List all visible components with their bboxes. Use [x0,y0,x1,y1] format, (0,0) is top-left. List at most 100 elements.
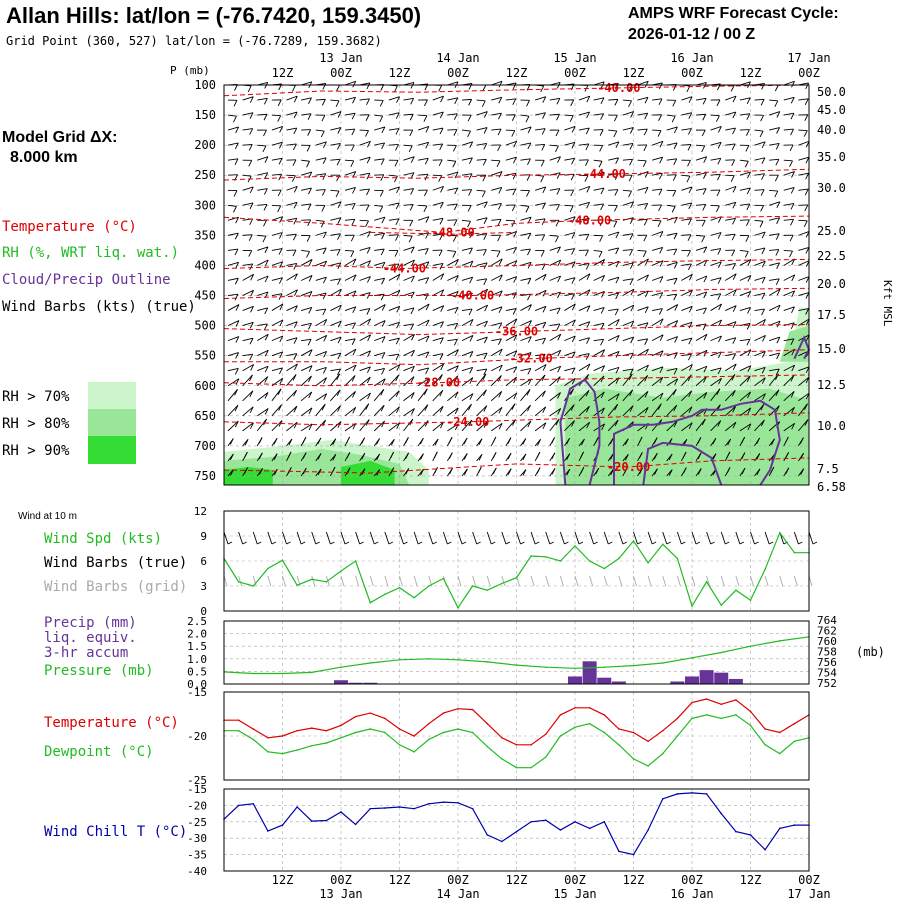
wind-barb [608,189,618,191]
wind-barb-flag [424,404,429,411]
wind-barb-flag [644,97,649,104]
wind-barb-flag [317,453,322,460]
wind-barb-flag [745,145,750,152]
wind-barb-flag [614,308,619,316]
wind-barb [535,337,546,342]
wind-barb [564,141,576,146]
wind-barb-flag [557,259,562,267]
surface-wind-barb [764,531,770,545]
wind-barb [783,338,795,342]
wind-barb-flag [628,175,633,182]
wind-barb-flag [688,218,692,226]
wind-barb-flag [526,174,531,181]
wind-barb-flag [784,436,789,444]
dewpoint-label: Dewpoint (°C) [44,744,154,760]
kft-axis-label: Kft MSL [881,280,894,327]
precip-bar [597,677,612,684]
wind-barb [388,112,400,116]
wind-barb-flag [804,188,809,196]
wind-barb-flag [717,232,722,239]
wind-barb-flag [293,321,298,328]
wind-barb-flag [394,250,399,257]
wind-barb [681,305,693,311]
wind-barb-flag [498,322,503,330]
wind-barb [315,247,327,251]
wind-barb-flag [321,205,326,212]
wind-barb-flag [512,172,517,180]
y-tick-label: 6 [200,555,207,568]
windchill-line-point [618,850,620,853]
wind-barb [491,202,502,206]
wind-barb [242,364,254,372]
wind-barb [447,407,459,417]
wind-barb [491,306,503,311]
windchill-line-point [354,823,357,826]
wind-barb [593,291,605,296]
wind-barb-flag [424,99,428,107]
wind-barb-flag [659,350,664,358]
wind-barb-flag [396,96,400,103]
wind-barb-flag [396,422,401,429]
wind-barb-flag [279,319,284,327]
wind-barb-flag [483,368,488,376]
wind-barb [432,321,444,327]
wind-barb-flag [350,160,355,168]
wind-barb-flag [513,366,518,374]
y-tick-label: -20 [187,730,207,743]
wind-barb-flag [717,351,722,359]
wind-barb [418,157,429,161]
wind-barb-flag [233,115,237,123]
wind-barb-flag [659,292,664,299]
wind-barb [330,158,341,161]
wind-barb [578,390,590,402]
wind-speed-line-point [661,543,664,546]
wind-barb-flag [746,339,751,346]
wind-barb [388,353,399,357]
wind-barb-flag [496,250,501,258]
wind-barb [315,157,327,161]
wind-barb-flag [586,422,591,429]
wind-barb [388,406,400,417]
precip-bar [699,670,714,684]
temperature-y-ticks: -15-20-25 [187,686,207,787]
wind-barb-flag [630,320,635,328]
wind-barb-flag [672,100,677,107]
wind-barb-flag [452,145,457,152]
wind-barb-flag [243,451,248,459]
wind-barb [359,172,370,176]
wind-barb-flag [352,306,357,314]
wind-barb [535,234,545,236]
wind-barb-flag [659,334,664,342]
wind-barb-flag [760,205,765,212]
wind-barb-flag [630,336,634,344]
wind-barb-flag [688,353,692,361]
wind-barb [403,376,415,387]
wind-barb-flag [732,363,737,371]
wind-barb [754,231,766,236]
wind-barb-flag [249,96,254,103]
wind-barb-flag [337,127,342,134]
wind-barb [432,421,444,432]
dewpoint-line-point [442,731,445,734]
wind-barb [242,186,254,191]
wind-barb-flag [542,306,547,313]
wind-barb [359,318,371,326]
wind-barb [491,159,501,162]
y-tick-label: 3 [200,580,207,593]
precip-bar [685,676,699,684]
wind-barb [388,234,399,236]
wind-barb-flag [673,142,678,150]
wind-barb-flag [630,111,634,118]
wind-barb-flag [248,250,253,257]
wind-barb-flag [337,368,341,376]
surface-wind-barbs [223,531,818,587]
wind-barb [491,112,502,116]
wind-barb-flag [653,437,658,444]
wind-barb-flag [258,452,263,460]
wind-barb-flag [594,436,599,444]
wind-barb [754,366,766,372]
wind-barb [417,351,430,357]
wind-barb [637,80,649,86]
wind-barbs-true-label: Wind Barbs (true) [44,555,187,571]
